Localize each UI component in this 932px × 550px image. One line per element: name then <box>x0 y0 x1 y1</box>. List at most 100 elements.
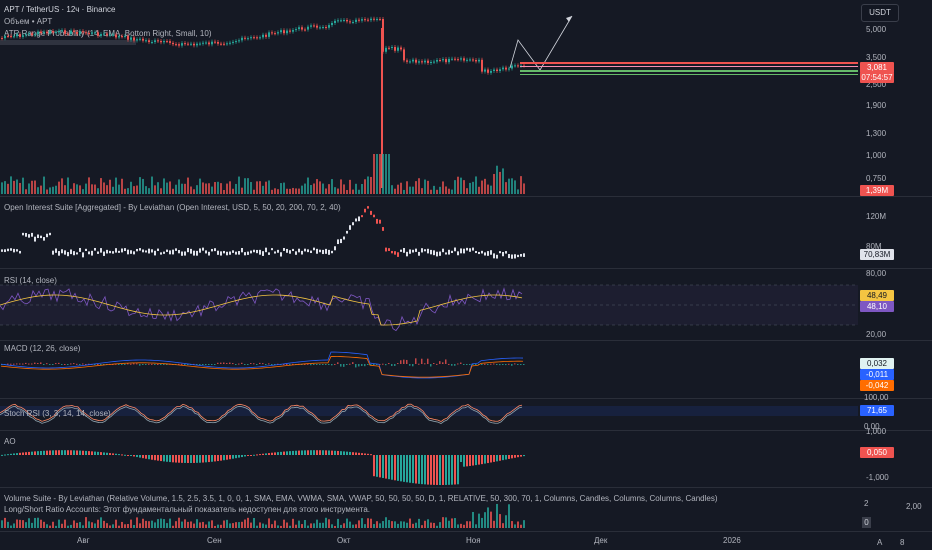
price-candle <box>160 41 162 43</box>
vs-bar <box>304 519 306 528</box>
ao-bar <box>61 450 63 455</box>
oi-candle <box>166 249 168 252</box>
oi-title[interactable]: Open Interest Suite [Aggregated] - By Le… <box>4 203 341 212</box>
oi-candle <box>100 248 102 253</box>
vs-bar <box>496 503 498 528</box>
macd-hist-bar <box>352 362 354 364</box>
stoch-title[interactable]: Stoch RSI (3, 3, 14, 14, close) <box>4 409 111 418</box>
volume-bar <box>43 176 45 194</box>
pane-divider[interactable] <box>0 398 932 399</box>
price-candle <box>82 31 84 33</box>
volume-bar <box>430 189 432 194</box>
oi-candle <box>19 250 21 254</box>
oi-candle <box>385 247 387 252</box>
pane-divider[interactable] <box>0 340 932 341</box>
oi-candle <box>238 251 240 255</box>
vs-bar <box>157 519 159 528</box>
macd-hist-bar <box>523 364 525 365</box>
volume-bar <box>139 177 141 194</box>
oi-candle <box>271 248 273 251</box>
symbol-title[interactable]: APT / TetherUS · 12ч · Binance <box>4 5 116 14</box>
ao-bar <box>223 455 225 461</box>
macd-hist-bar <box>187 364 189 365</box>
vs-bar <box>235 522 237 528</box>
volume-bar <box>322 183 324 194</box>
ao-bar <box>181 455 183 463</box>
macd-title[interactable]: MACD (12, 26, close) <box>4 344 81 353</box>
upper-range-line <box>520 62 858 64</box>
vs-bar <box>265 524 267 528</box>
pane-divider[interactable] <box>0 487 932 488</box>
macd-hist-bar <box>517 364 519 365</box>
volume-bar <box>388 154 390 194</box>
oi-candle <box>22 232 24 236</box>
macd-hist-bar <box>142 364 144 365</box>
volume-bar <box>379 154 381 194</box>
ao-title[interactable]: AO <box>4 437 16 446</box>
pane-divider[interactable] <box>0 430 932 431</box>
oi-candle <box>61 249 63 254</box>
macd-hist-bar <box>379 363 381 365</box>
ao-bar <box>49 450 51 455</box>
oi-candle <box>220 251 222 256</box>
macd-hist-bar <box>508 363 510 365</box>
volume-suite-bars <box>1 503 525 528</box>
price-candle <box>466 59 468 61</box>
volume-bar <box>94 184 96 194</box>
price-candle <box>292 30 294 32</box>
volume-bar <box>481 180 483 194</box>
price-candle <box>43 31 45 34</box>
time-label-nov: Ноя <box>466 536 481 545</box>
vs-bar <box>508 504 510 528</box>
macd-hist-bar <box>28 363 30 365</box>
macd-hist-bar <box>448 363 450 365</box>
price-candle <box>196 43 198 46</box>
volume-bar <box>508 178 510 194</box>
oi-candle <box>52 250 54 255</box>
price-candle <box>358 19 360 21</box>
oi-candle <box>367 206 369 209</box>
rsi-axis-20: 20,00 <box>866 330 887 339</box>
pane-divider[interactable] <box>0 196 932 197</box>
macd-hist-bar <box>322 364 324 365</box>
rsi-line <box>0 287 523 332</box>
rsi-title[interactable]: RSI (14, close) <box>4 276 57 285</box>
oi-candle <box>196 250 198 256</box>
axis-label-3500: 3,500 <box>866 53 887 62</box>
oi-candle <box>439 251 441 256</box>
vs-bar <box>379 523 381 528</box>
vs-bar <box>136 517 138 528</box>
atr-indicator-label[interactable]: ATR Range Probability (14, EMA, Bottom R… <box>4 29 212 38</box>
volume-indicator-label[interactable]: Объем • APT <box>4 17 53 26</box>
ao-bar <box>355 452 357 455</box>
auto-scale-button[interactable]: A <box>877 538 883 547</box>
oi-candle <box>499 251 501 254</box>
ao-bar <box>166 455 168 462</box>
volume-bar <box>106 185 108 194</box>
price-candle <box>406 60 408 62</box>
ao-bar <box>331 450 333 455</box>
price-candle <box>103 33 105 35</box>
vs-bar <box>37 517 39 528</box>
volume-bar <box>355 183 357 194</box>
currency-button[interactable]: USDT <box>861 4 899 22</box>
ao-bar <box>94 451 96 455</box>
oi-candle <box>373 214 375 218</box>
price-candle <box>478 59 480 62</box>
long-short-label[interactable]: Long/Short Ratio Accounts: Этот фундамен… <box>4 505 370 514</box>
oi-candle <box>493 253 495 259</box>
ao-bar <box>337 450 339 455</box>
price-candle <box>130 37 132 40</box>
vs-bar <box>271 524 273 528</box>
macd-hist-bar <box>250 363 252 365</box>
vs-bar <box>205 524 207 528</box>
price-candle <box>4 36 6 39</box>
volume-bar <box>220 183 222 194</box>
volume-suite-title[interactable]: Volume Suite - By Leviathan (Relative Vo… <box>4 494 718 503</box>
pane-divider[interactable] <box>0 268 932 269</box>
ao-bar <box>178 455 180 463</box>
price-candle <box>208 42 210 45</box>
settings-button[interactable]: 8 <box>900 538 905 547</box>
price-candle <box>313 25 315 27</box>
